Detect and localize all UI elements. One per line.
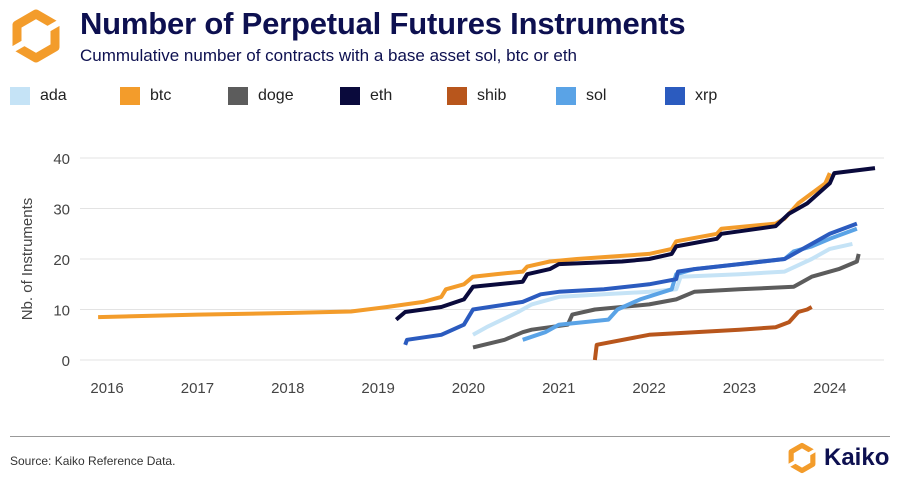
legend-item-eth: eth xyxy=(340,84,392,108)
x-tick-label: 2024 xyxy=(813,380,846,397)
kaiko-logo xyxy=(10,9,62,63)
legend: ada btc doge eth shib sol xrp xyxy=(0,84,902,108)
brand: Kaiko xyxy=(786,442,889,474)
footer-divider xyxy=(10,436,890,437)
y-tick-label: 0 xyxy=(62,353,70,370)
chart-title: Number of Perpetual Futures Instruments xyxy=(80,6,686,41)
x-tick-label: 2021 xyxy=(542,380,575,397)
x-tick-label: 2016 xyxy=(90,380,123,397)
legend-item-doge: doge xyxy=(228,84,294,108)
legend-swatch-xrp xyxy=(665,87,685,105)
y-tick-label: 40 xyxy=(53,151,70,168)
line-chart: 0 10 20 30 40 2016 2017 2018 2019 2020 2021 2022 202… xyxy=(19,151,884,397)
legend-item-sol: sol xyxy=(556,84,606,108)
y-axis-label: Nb. of Instruments xyxy=(19,198,36,321)
legend-item-btc: btc xyxy=(120,84,171,108)
legend-swatch-btc xyxy=(120,87,140,105)
source-note: Source: Kaiko Reference Data. xyxy=(10,454,176,468)
brand-name: Kaiko xyxy=(824,444,890,471)
legend-label-sol: sol xyxy=(586,87,607,104)
x-tick-label: 2018 xyxy=(271,380,304,397)
legend-label-eth: eth xyxy=(370,87,393,104)
series-line-xrp xyxy=(403,221,858,346)
legend-item-shib: shib xyxy=(447,84,506,108)
legend-swatch-doge xyxy=(228,87,248,105)
y-tick-label: 20 xyxy=(53,252,70,269)
kaiko-brand-icon xyxy=(787,442,817,474)
series-line-btc xyxy=(98,172,832,320)
legend-swatch-sol xyxy=(556,87,576,105)
legend-item-xrp: xrp xyxy=(665,84,717,108)
legend-label-xrp: xrp xyxy=(695,87,718,104)
legend-item-ada: ada xyxy=(10,84,67,108)
series-line-doge xyxy=(472,253,861,350)
x-tick-label: 2023 xyxy=(723,380,756,397)
legend-swatch-eth xyxy=(340,87,360,105)
x-tick-label: 2019 xyxy=(361,380,394,397)
y-tick-label: 30 xyxy=(53,202,70,219)
legend-swatch-ada xyxy=(10,87,30,105)
legend-label-ada: ada xyxy=(40,87,67,104)
legend-label-doge: doge xyxy=(258,87,294,104)
legend-label-btc: btc xyxy=(150,87,172,104)
legend-swatch-shib xyxy=(447,87,467,105)
series-line-shib xyxy=(592,305,813,361)
series-line-eth xyxy=(394,166,876,322)
x-tick-label: 2017 xyxy=(181,380,214,397)
x-tick-label: 2020 xyxy=(452,380,485,397)
legend-label-shib: shib xyxy=(477,87,507,104)
y-tick-label: 10 xyxy=(53,303,70,320)
x-tick-label: 2022 xyxy=(632,380,665,397)
chart-subtitle: Cummulative number of contracts with a b… xyxy=(80,46,578,65)
